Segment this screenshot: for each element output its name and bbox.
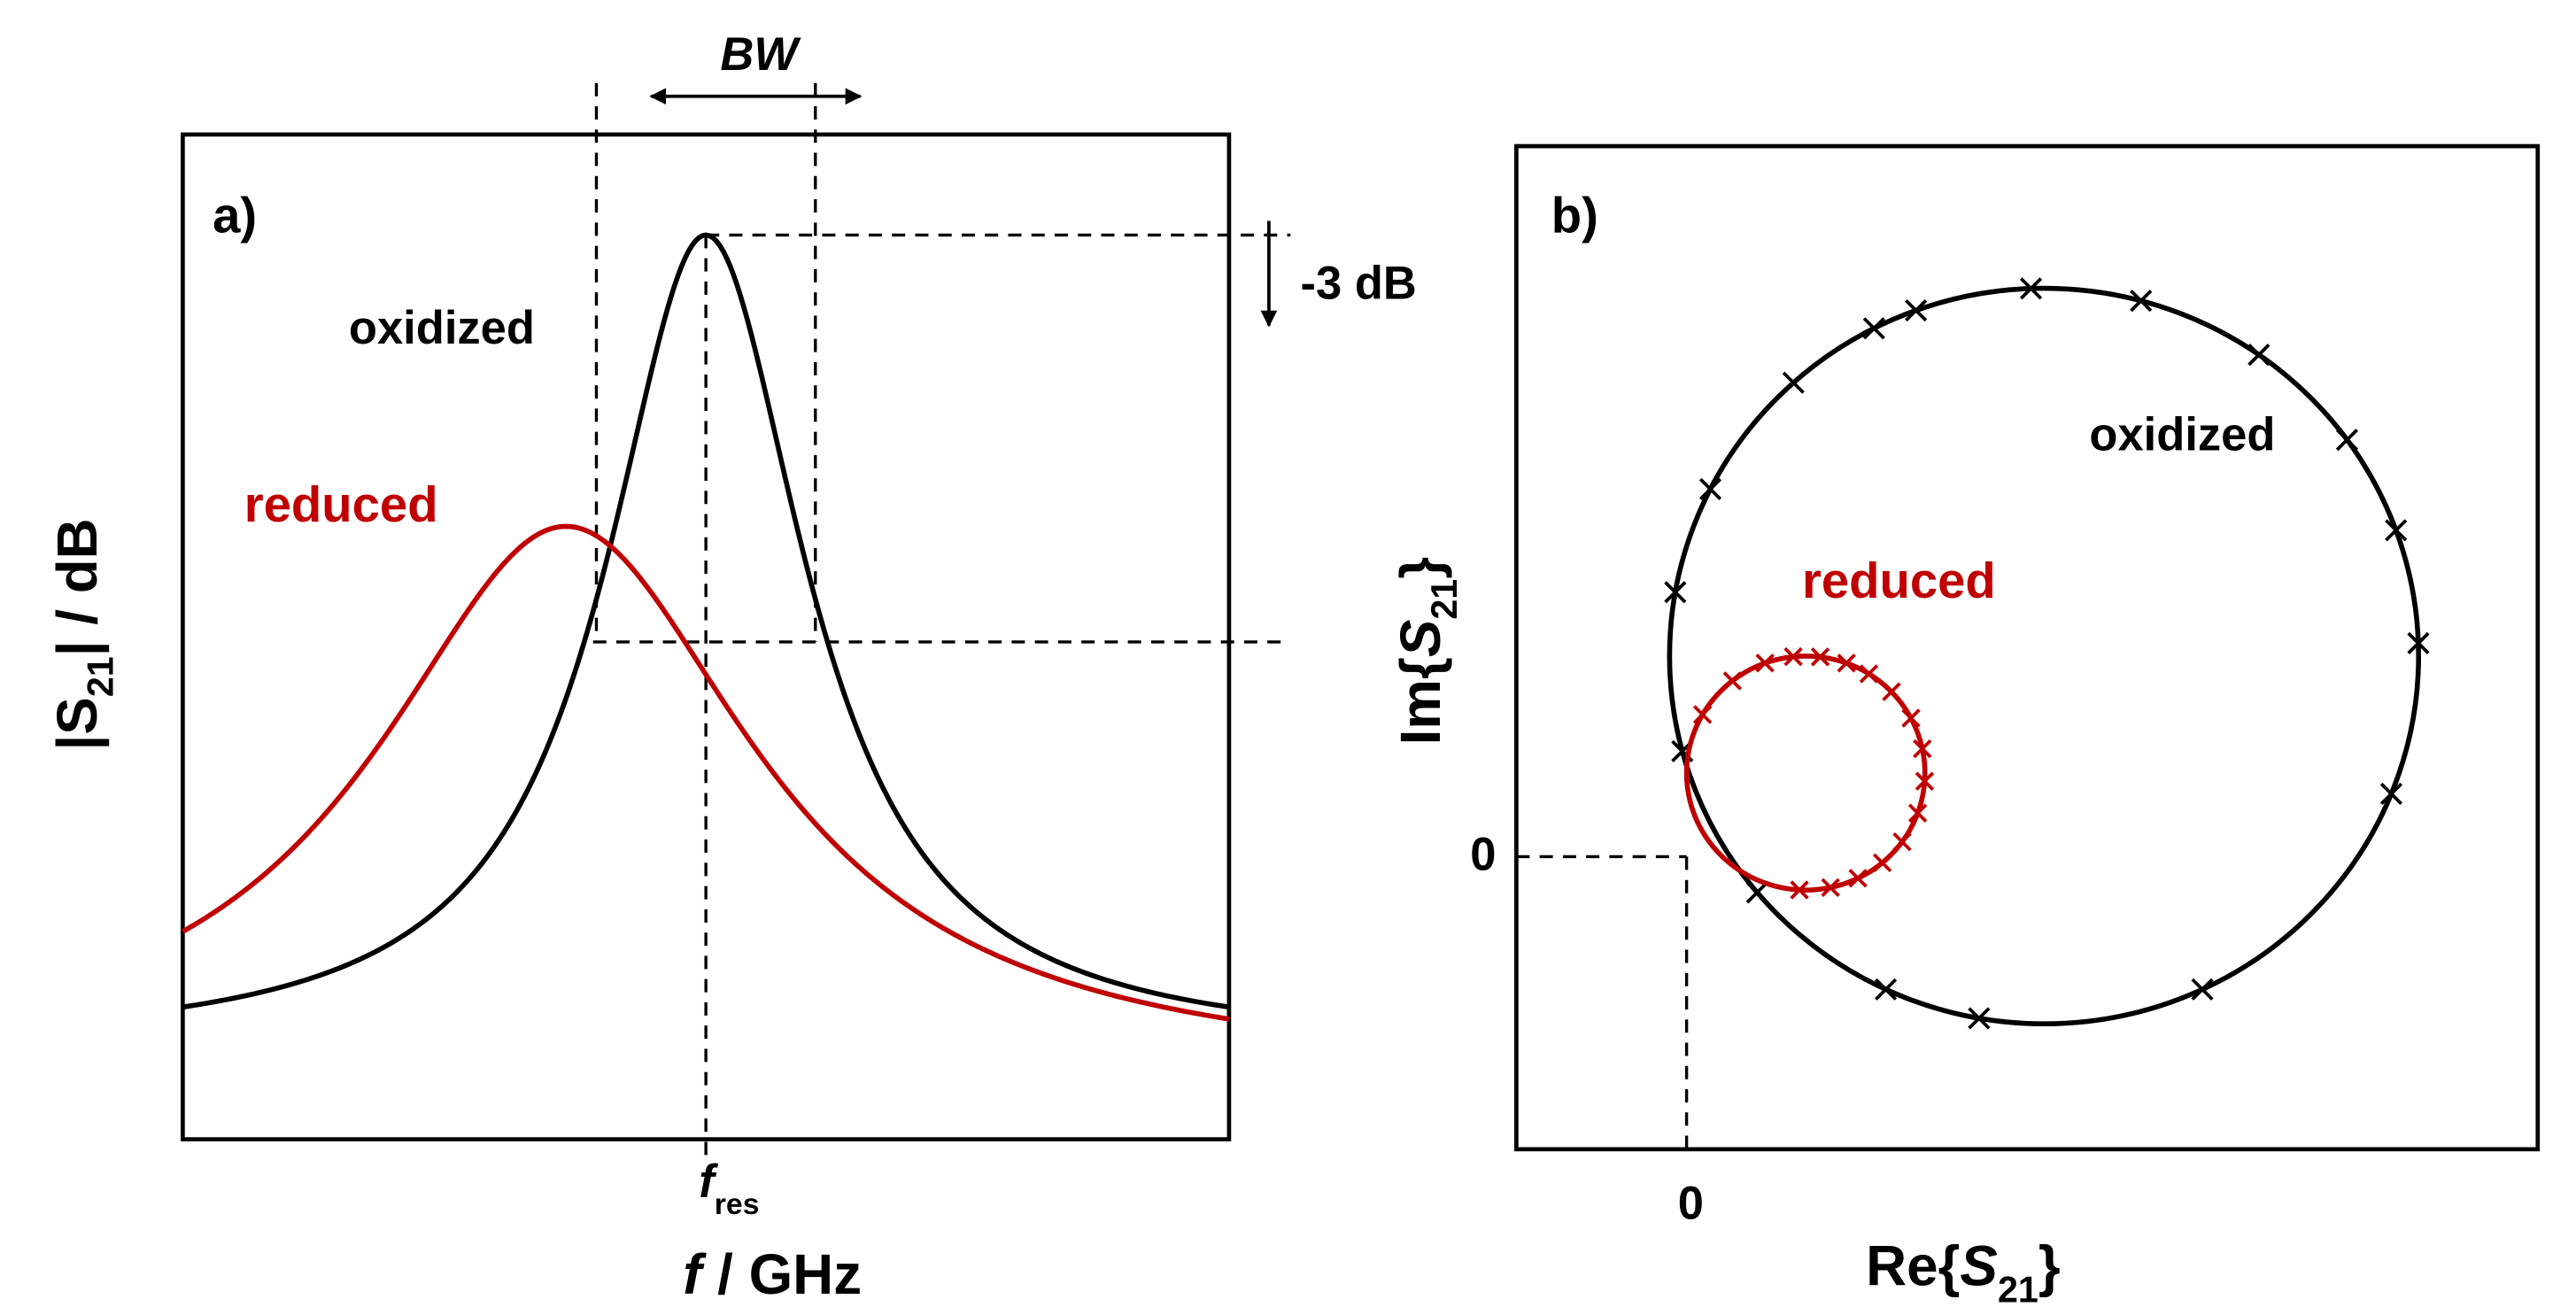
marker-oxidized-5	[2385, 519, 2408, 542]
x-axis-label-b-pre: Re{	[1866, 1234, 1960, 1298]
marker-reduced-1	[1722, 671, 1743, 691]
legend-oxidized-b: oxidized	[2089, 408, 2275, 460]
panel-b-label: b)	[1551, 188, 1598, 244]
marker-reduced-12	[1892, 832, 1912, 852]
x-tick-zero: 0	[1678, 1178, 1704, 1230]
legend-oxidized-a: oxidized	[349, 302, 535, 354]
marker-oxidized-13	[1664, 581, 1687, 604]
marker-reduced-4	[1810, 647, 1830, 667]
y-axis-label-a: |S21| / dB	[45, 518, 121, 750]
marker-oxidized-3	[2247, 344, 2270, 367]
marker-reduced-0	[1692, 705, 1713, 724]
marker-reduced-9	[1913, 739, 1932, 759]
marker-reduced-16	[1790, 880, 1809, 900]
panel-b-frame	[1514, 143, 2541, 1152]
marker-oxidized-4	[2335, 429, 2359, 452]
marker-oxidized-16	[1862, 317, 1885, 340]
panel-a-curves	[181, 232, 1230, 1022]
bandwidth-label: BW	[720, 28, 801, 81]
marker-reduced-10	[1915, 771, 1935, 791]
marker-oxidized-2	[2130, 290, 2153, 313]
marker-reduced-15	[1821, 878, 1840, 898]
circle-reduced	[1683, 654, 1928, 893]
panel-a-label: a)	[213, 188, 257, 244]
x-axis-label-a-rest: / GHz	[701, 1242, 862, 1306]
y-tick-zero: 0	[1470, 829, 1496, 881]
marker-oxidized-9	[1968, 1007, 1991, 1030]
y-axis-label-a-sub: 21	[81, 656, 121, 697]
x-tick-main: f	[699, 1156, 718, 1208]
curve-oxidized	[182, 232, 1230, 1010]
x-axis-label-b-symbol: S	[1960, 1234, 1998, 1298]
marker-oxidized-10	[1874, 978, 1898, 1001]
y-axis-label-b-post: }	[1389, 557, 1452, 579]
circle-oxidized	[1667, 285, 2422, 1027]
marker-oxidized-7	[2379, 782, 2403, 806]
y-axis-label-a-pre: |S	[45, 697, 109, 750]
panel-a-guide-lines	[592, 82, 1291, 1163]
curve-reduced	[181, 523, 1230, 1022]
marker-reduced-11	[1907, 803, 1928, 823]
marker-reduced-14	[1848, 869, 1868, 888]
marker-reduced-6	[1859, 664, 1879, 684]
legend-reduced-a: reduced	[244, 476, 438, 532]
panel-b-guide-lines	[1516, 855, 1689, 1149]
marker-oxidized-14	[1698, 477, 1722, 500]
x-axis-label-a: f / GHz	[683, 1242, 862, 1306]
x-tick-fres: fres	[699, 1156, 759, 1221]
marker-reduced-13	[1872, 853, 1892, 872]
y-axis-label-b-symbol: S	[1389, 620, 1452, 658]
y-axis-label-b-sub: 21	[1424, 579, 1465, 620]
marker-reduced-8	[1901, 708, 1921, 728]
marker-reduced-2	[1755, 654, 1775, 673]
panel-b-curves	[1664, 277, 2430, 1030]
y-axis-label-a-post: | / dB	[45, 518, 109, 656]
legend-reduced-b: reduced	[1802, 553, 1996, 608]
x-axis-label-b-post: }	[2038, 1234, 2061, 1298]
marker-oxidized-8	[2191, 978, 2214, 1001]
attenuation-label: -3 dB	[1301, 258, 1417, 310]
y-axis-label-b-pre: Im{	[1389, 657, 1452, 745]
marker-oxidized-15	[1782, 371, 1805, 394]
marker-oxidized-0	[1905, 298, 1928, 322]
marker-oxidized-6	[2407, 631, 2430, 654]
marker-reduced-7	[1882, 682, 1901, 701]
marker-oxidized-11	[1745, 881, 1768, 904]
x-axis-label-b: Re{S21}	[1866, 1234, 2061, 1307]
marker-oxidized-1	[2019, 277, 2043, 300]
panel-a-frame	[181, 132, 1232, 1141]
marker-reduced-3	[1783, 646, 1803, 667]
x-axis-label-b-sub: 21	[1998, 1269, 2038, 1307]
x-tick-sub: res	[715, 1187, 760, 1221]
panel-a: a) BW -3 dB oxidized reduced fres f / GH…	[45, 28, 1417, 1306]
panel-b: b) oxidized reduced 0 0 Re{S21} Im{S21}	[1389, 143, 2541, 1307]
marker-reduced-5	[1837, 654, 1856, 673]
y-axis-label-b: Im{S21}	[1389, 557, 1465, 745]
